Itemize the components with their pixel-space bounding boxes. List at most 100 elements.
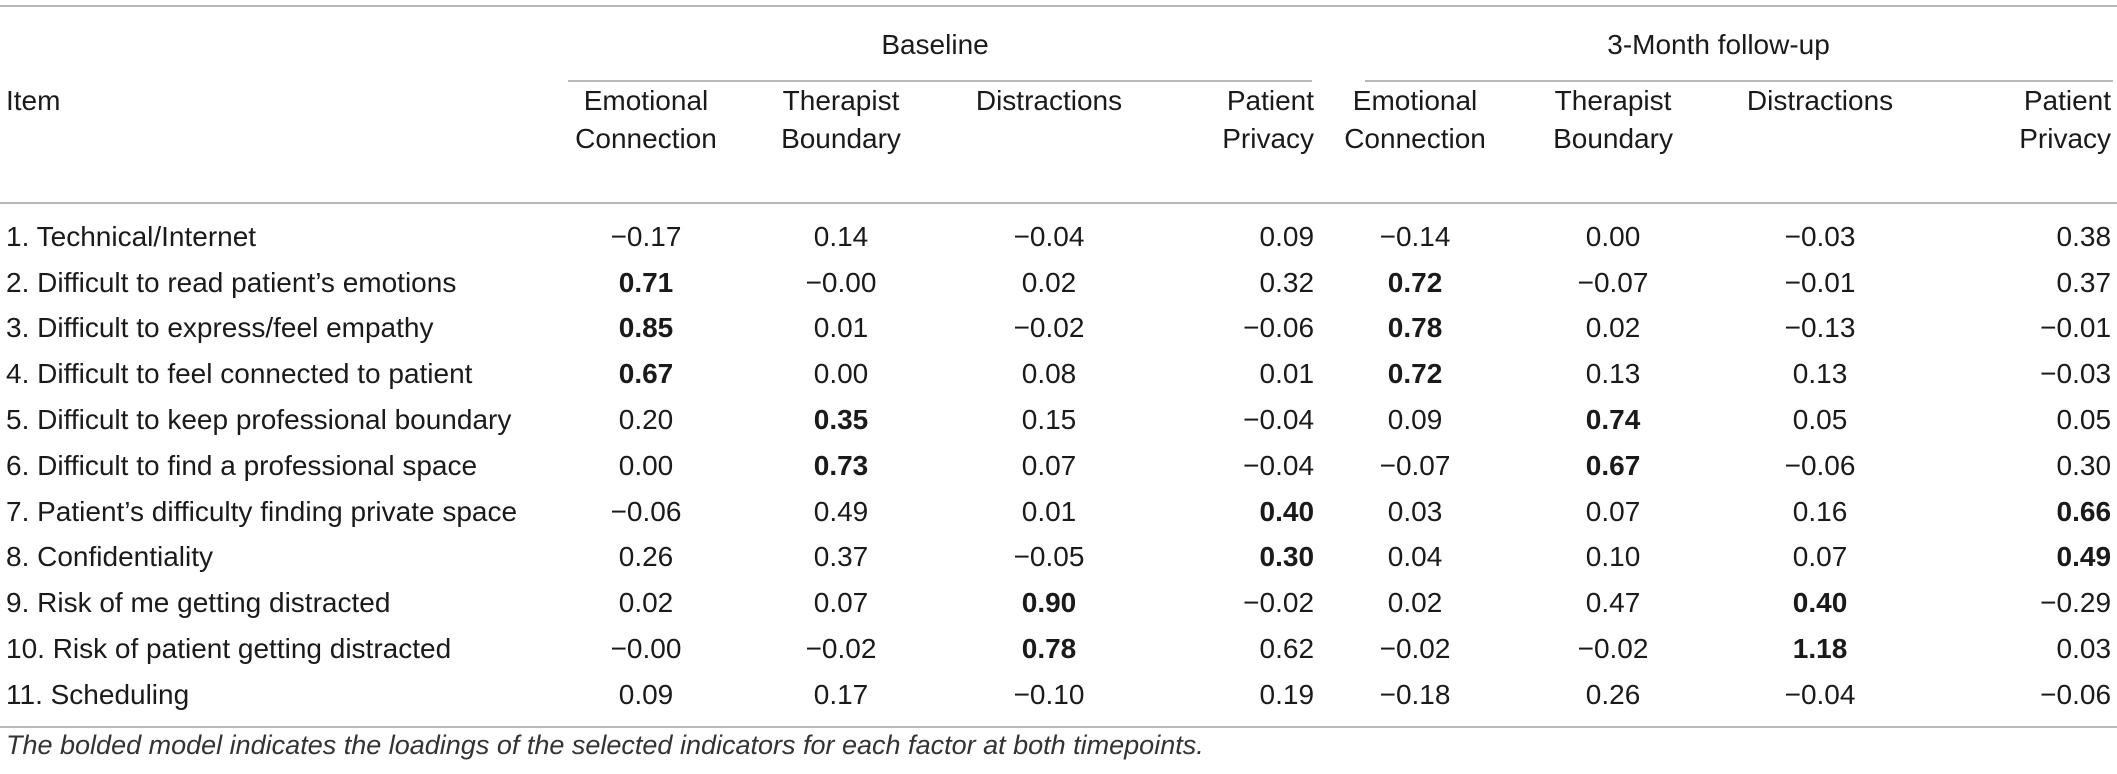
- header-line: Privacy: [1222, 123, 1315, 154]
- header-line: Patient: [1226, 85, 1315, 116]
- header-line: Emotional: [1352, 85, 1478, 116]
- item-group-spacer: [0, 5, 550, 82]
- table-row: 10. Risk of patient getting distracted −0…: [0, 626, 2117, 672]
- loading-cell: 0.00: [813, 358, 869, 390]
- loading-cell: −0.02: [1243, 587, 1315, 619]
- table-row: 2. Difficult to read patient’s emotions 0…: [0, 260, 2117, 306]
- followup-therapist-boundary-header: Therapist Boundary: [1510, 82, 1717, 204]
- table-row: 3. Difficult to express/feel empathy 0.85…: [0, 306, 2117, 352]
- item-label: 7. Patient’s difficulty finding private …: [6, 495, 518, 527]
- item-label: 11. Scheduling: [0, 671, 550, 728]
- loading-cell: 0.08: [1021, 358, 1077, 390]
- followup-emotional-connection-header: Emotional Connection: [1320, 82, 1511, 204]
- loading-cell: 0.14: [813, 220, 869, 252]
- loading-cell: 0.01: [813, 312, 869, 344]
- loading-cell: 0.03: [1387, 495, 1443, 527]
- selected-loading-cell: 0.40: [1259, 495, 1315, 527]
- loading-cell: 0.02: [618, 587, 674, 619]
- loading-cell: 0.10: [1585, 541, 1641, 573]
- loading-cell: 0.38: [2056, 220, 2112, 252]
- loading-cell: 0.32: [1259, 266, 1315, 298]
- loading-cell: 0.30: [2056, 449, 2112, 481]
- loading-cell: 0.16: [1792, 495, 1848, 527]
- followup-distractions-header: Distractions: [1716, 82, 1925, 204]
- item-label: 8. Confidentiality: [6, 541, 214, 573]
- selected-loading-cell: 0.35: [813, 404, 869, 436]
- loading-cell: 0.19: [1158, 671, 1321, 728]
- item-column-header: Item: [0, 82, 550, 204]
- loading-cell: −0.01: [2040, 312, 2112, 344]
- loading-cell: −0.02: [805, 633, 877, 665]
- loading-cell: −0.06: [1784, 449, 1856, 481]
- loading-cell: −0.03: [2040, 358, 2112, 390]
- header-line: Connection: [575, 123, 717, 154]
- table-row: 4. Difficult to feel connected to patien…: [0, 351, 2117, 397]
- selected-loading-cell: 0.49: [2056, 541, 2112, 573]
- loading-cell: −0.00: [805, 266, 877, 298]
- item-label: 2. Difficult to read patient’s emotions: [6, 266, 457, 298]
- baseline-therapist-boundary-header: Therapist Boundary: [742, 82, 940, 204]
- loading-cell: −0.07: [1379, 449, 1451, 481]
- loading-cell: 0.07: [813, 587, 869, 619]
- loading-cell: 0.04: [1387, 541, 1443, 573]
- table-row: 8. Confidentiality 0.26 0.37 −0.05 0.30 0.04 0…: [0, 535, 2117, 581]
- selected-loading-cell: 0.73: [813, 449, 869, 481]
- baseline-patient-privacy-header: Patient Privacy: [1158, 82, 1321, 204]
- loading-cell: 0.07: [1585, 495, 1641, 527]
- loading-cell: 0.03: [2056, 633, 2112, 665]
- loading-cell: −0.13: [1784, 312, 1856, 344]
- header-line: Boundary: [1553, 123, 1673, 154]
- loading-cell: −0.18: [1320, 671, 1511, 728]
- item-label: 4. Difficult to feel connected to patien…: [6, 358, 473, 390]
- header-line: Connection: [1344, 123, 1486, 154]
- selected-loading-cell: 0.71: [618, 266, 674, 298]
- header-line: Privacy: [2019, 123, 2112, 154]
- selected-loading-cell: 0.40: [1792, 587, 1848, 619]
- loading-cell: 0.00: [618, 449, 674, 481]
- selected-loading-cell: 0.72: [1387, 266, 1443, 298]
- loading-cell: −0.04: [1013, 220, 1085, 252]
- selected-loading-cell: 0.30: [1259, 541, 1315, 573]
- header-line: Emotional: [583, 85, 709, 116]
- selected-loading-cell: 0.90: [1021, 587, 1077, 619]
- loading-cell: 0.15: [1021, 404, 1077, 436]
- loading-cell: 0.09: [550, 671, 742, 728]
- baseline-group-header: Baseline: [550, 5, 1321, 82]
- selected-loading-cell: 0.85: [618, 312, 674, 344]
- item-label: 9. Risk of me getting distracted: [6, 587, 391, 619]
- loading-cell: 0.37: [2056, 266, 2112, 298]
- loading-cell: −0.00: [610, 633, 682, 665]
- loading-cell: −0.04: [1716, 671, 1925, 728]
- table-row: 6. Difficult to find a professional spac…: [0, 443, 2117, 489]
- loading-cell: −0.01: [1784, 266, 1856, 298]
- item-label: 10. Risk of patient getting distracted: [6, 633, 452, 665]
- header-line: Therapist: [1554, 85, 1672, 116]
- loading-cell: 0.17: [742, 671, 940, 728]
- loading-cell: 0.62: [1259, 633, 1315, 665]
- header-line: Therapist: [782, 85, 900, 116]
- loading-cell: −0.02: [1577, 633, 1649, 665]
- loading-cell: 0.09: [1387, 404, 1443, 436]
- baseline-emotional-connection-header: Emotional Connection: [550, 82, 742, 204]
- loading-cell: 0.49: [813, 495, 869, 527]
- table-caption: The bolded model indicates the loadings …: [6, 730, 1204, 760]
- loading-cell: −0.02: [1379, 633, 1451, 665]
- selected-loading-cell: 0.72: [1387, 358, 1443, 390]
- loading-cell: 0.47: [1585, 587, 1641, 619]
- selected-loading-cell: 0.78: [1021, 633, 1077, 665]
- factor-loadings-table: Baseline 3-Month follow-up Item Emotiona…: [0, 5, 2117, 728]
- table-body: 1. Technical/Internet −0.17 0.14 −0.04 0.09 −…: [0, 203, 2117, 728]
- loading-cell: −0.02: [1013, 312, 1085, 344]
- header-line: Boundary: [781, 123, 901, 154]
- item-label: 3. Difficult to express/feel empathy: [6, 312, 434, 344]
- selected-loading-cell: 1.18: [1792, 633, 1848, 665]
- loading-cell: −0.04: [1243, 449, 1315, 481]
- followup-patient-privacy-header: Patient Privacy: [1924, 82, 2117, 204]
- loading-cell: −0.04: [1243, 404, 1315, 436]
- loading-cell: −0.14: [1379, 220, 1451, 252]
- group-header-row: Baseline 3-Month follow-up: [0, 5, 2117, 82]
- loading-cell: −0.07: [1577, 266, 1649, 298]
- loading-cell: 0.01: [1259, 358, 1315, 390]
- selected-loading-cell: 0.74: [1585, 404, 1641, 436]
